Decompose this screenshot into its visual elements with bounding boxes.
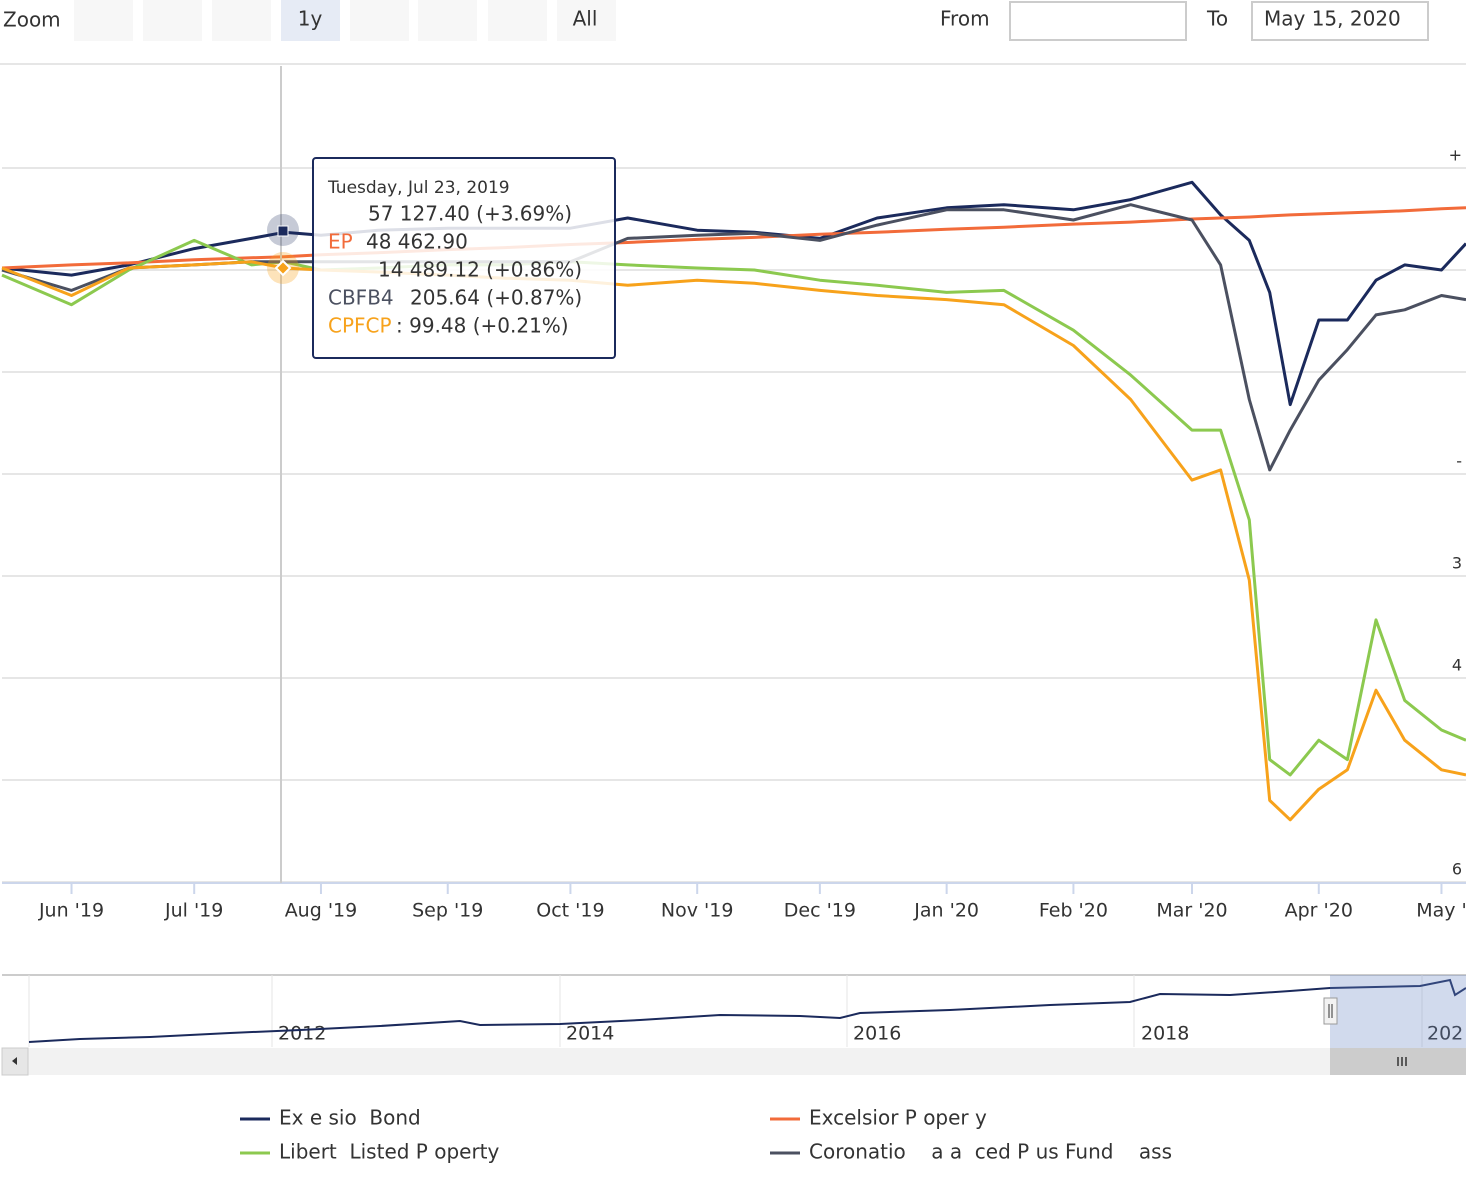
legend-item[interactable]: Coronation roperty Equity Fund C ass P xyxy=(809,1182,1213,1183)
zoom-button-1y[interactable] xyxy=(281,0,340,41)
navigator-mask[interactable] xyxy=(1330,975,1466,1048)
tooltip-series: CPFCP xyxy=(328,314,392,338)
zoom-button[interactable] xyxy=(418,0,477,41)
legend-item-hidden[interactable]: Port o io xyxy=(279,1182,361,1183)
navigator: 2012 2014 2016 2018 202 xyxy=(1,974,1466,1076)
zoom-button[interactable] xyxy=(488,0,547,41)
series-line xyxy=(1,238,1466,777)
legend-item[interactable]: Excelsior P oper y xyxy=(809,1106,987,1130)
tooltip-series: CBFB4 xyxy=(328,286,394,310)
tooltip-series: EP xyxy=(328,230,353,254)
thumb-grip xyxy=(1397,1057,1407,1066)
zoom-buttons xyxy=(74,0,616,41)
x-tick-label: Jun '19 xyxy=(38,900,104,922)
tooltip-box xyxy=(312,157,616,359)
tooltip: Tuesday, Jul 23, 2019 57 127.40 (+3.69%)… xyxy=(312,157,616,359)
series-line xyxy=(1,260,1466,822)
hover-marker xyxy=(274,259,292,277)
navigator-labels: 2012 2014 2016 2018 202 xyxy=(278,1023,1463,1045)
legend-item[interactable]: Libert Listed P operty xyxy=(279,1140,500,1164)
x-tick-label: Mar '20 xyxy=(1156,900,1227,922)
navigator-label: 202 xyxy=(1427,1023,1463,1045)
from-label: From xyxy=(940,7,990,31)
navigator-handle[interactable] xyxy=(1323,997,1338,1025)
scrollbar-arrow xyxy=(12,1057,17,1065)
y-tick-label: 6 xyxy=(1452,860,1462,879)
from-input[interactable] xyxy=(1009,1,1187,41)
navigator-label: 2018 xyxy=(1141,1023,1189,1045)
zoom-all-text: All xyxy=(573,7,598,31)
y-tick-label: - xyxy=(1456,452,1462,471)
to-input-value: May 15, 2020 xyxy=(1264,7,1401,31)
legend-item[interactable]: Coronatio a a ced P us Fund ass xyxy=(809,1140,1172,1164)
tooltip-header: Tuesday, Jul 23, 2019 xyxy=(327,178,510,198)
tooltip-value: 57 127.40 (+3.69%) xyxy=(368,202,572,226)
x-tick-label: Nov '19 xyxy=(661,900,734,922)
zoom-button-all[interactable] xyxy=(557,0,616,41)
x-tick-label: Dec '19 xyxy=(784,900,856,922)
x-tick-label: Sep '19 xyxy=(412,900,483,922)
tooltip-value: 14 489.12 (+0.86%) xyxy=(378,258,582,282)
to-input[interactable] xyxy=(1251,1,1429,41)
navigator-label: 2012 xyxy=(278,1023,326,1045)
x-tick-label: Jul '19 xyxy=(164,900,223,922)
tooltip-value: 205.64 (+0.87%) xyxy=(410,286,582,310)
y-tick-label: 4 xyxy=(1452,656,1462,675)
series-line xyxy=(1,206,1466,270)
legend-item[interactable]: Ex e sio Bond xyxy=(279,1106,421,1130)
to-label: To xyxy=(1206,7,1228,31)
zoom-button[interactable] xyxy=(74,0,133,41)
series-lines xyxy=(1,180,1466,822)
x-tick-label: Jan '20 xyxy=(913,900,979,922)
scrollbar-track[interactable] xyxy=(2,1048,1466,1075)
navigator-label: 2016 xyxy=(853,1023,901,1045)
zoom-button[interactable] xyxy=(143,0,202,41)
y-tick-label: 3 xyxy=(1452,554,1462,573)
hover-marker xyxy=(277,225,289,237)
x-tick-label: May ' xyxy=(1416,900,1466,922)
zoom-1y-text: 1y xyxy=(298,7,323,31)
x-axis: Jun '19 Jul '19 Aug '19 Sep '19 Oct '19 Nov '… xyxy=(2,882,1466,922)
navigator-label: 2014 xyxy=(566,1023,614,1045)
zoom-label: Zoom xyxy=(3,8,61,32)
tooltip-value: 48 462.90 xyxy=(366,230,468,254)
navigator-series xyxy=(28,978,1466,1043)
legend: Ex e sio Bond Excelsior P oper y Libert Li… xyxy=(240,1106,1213,1183)
zoom-button[interactable] xyxy=(350,0,409,41)
x-tick-label: Apr '20 xyxy=(1285,900,1353,922)
y-tick-label: + xyxy=(1449,146,1462,165)
x-tick-label: Feb '20 xyxy=(1039,900,1108,922)
x-tick-label: Aug '19 xyxy=(285,900,358,922)
zoom-button[interactable] xyxy=(212,0,271,41)
tooltip-value: : 99.48 (+0.21%) xyxy=(396,314,569,338)
x-tick-label: Oct '19 xyxy=(536,900,604,922)
